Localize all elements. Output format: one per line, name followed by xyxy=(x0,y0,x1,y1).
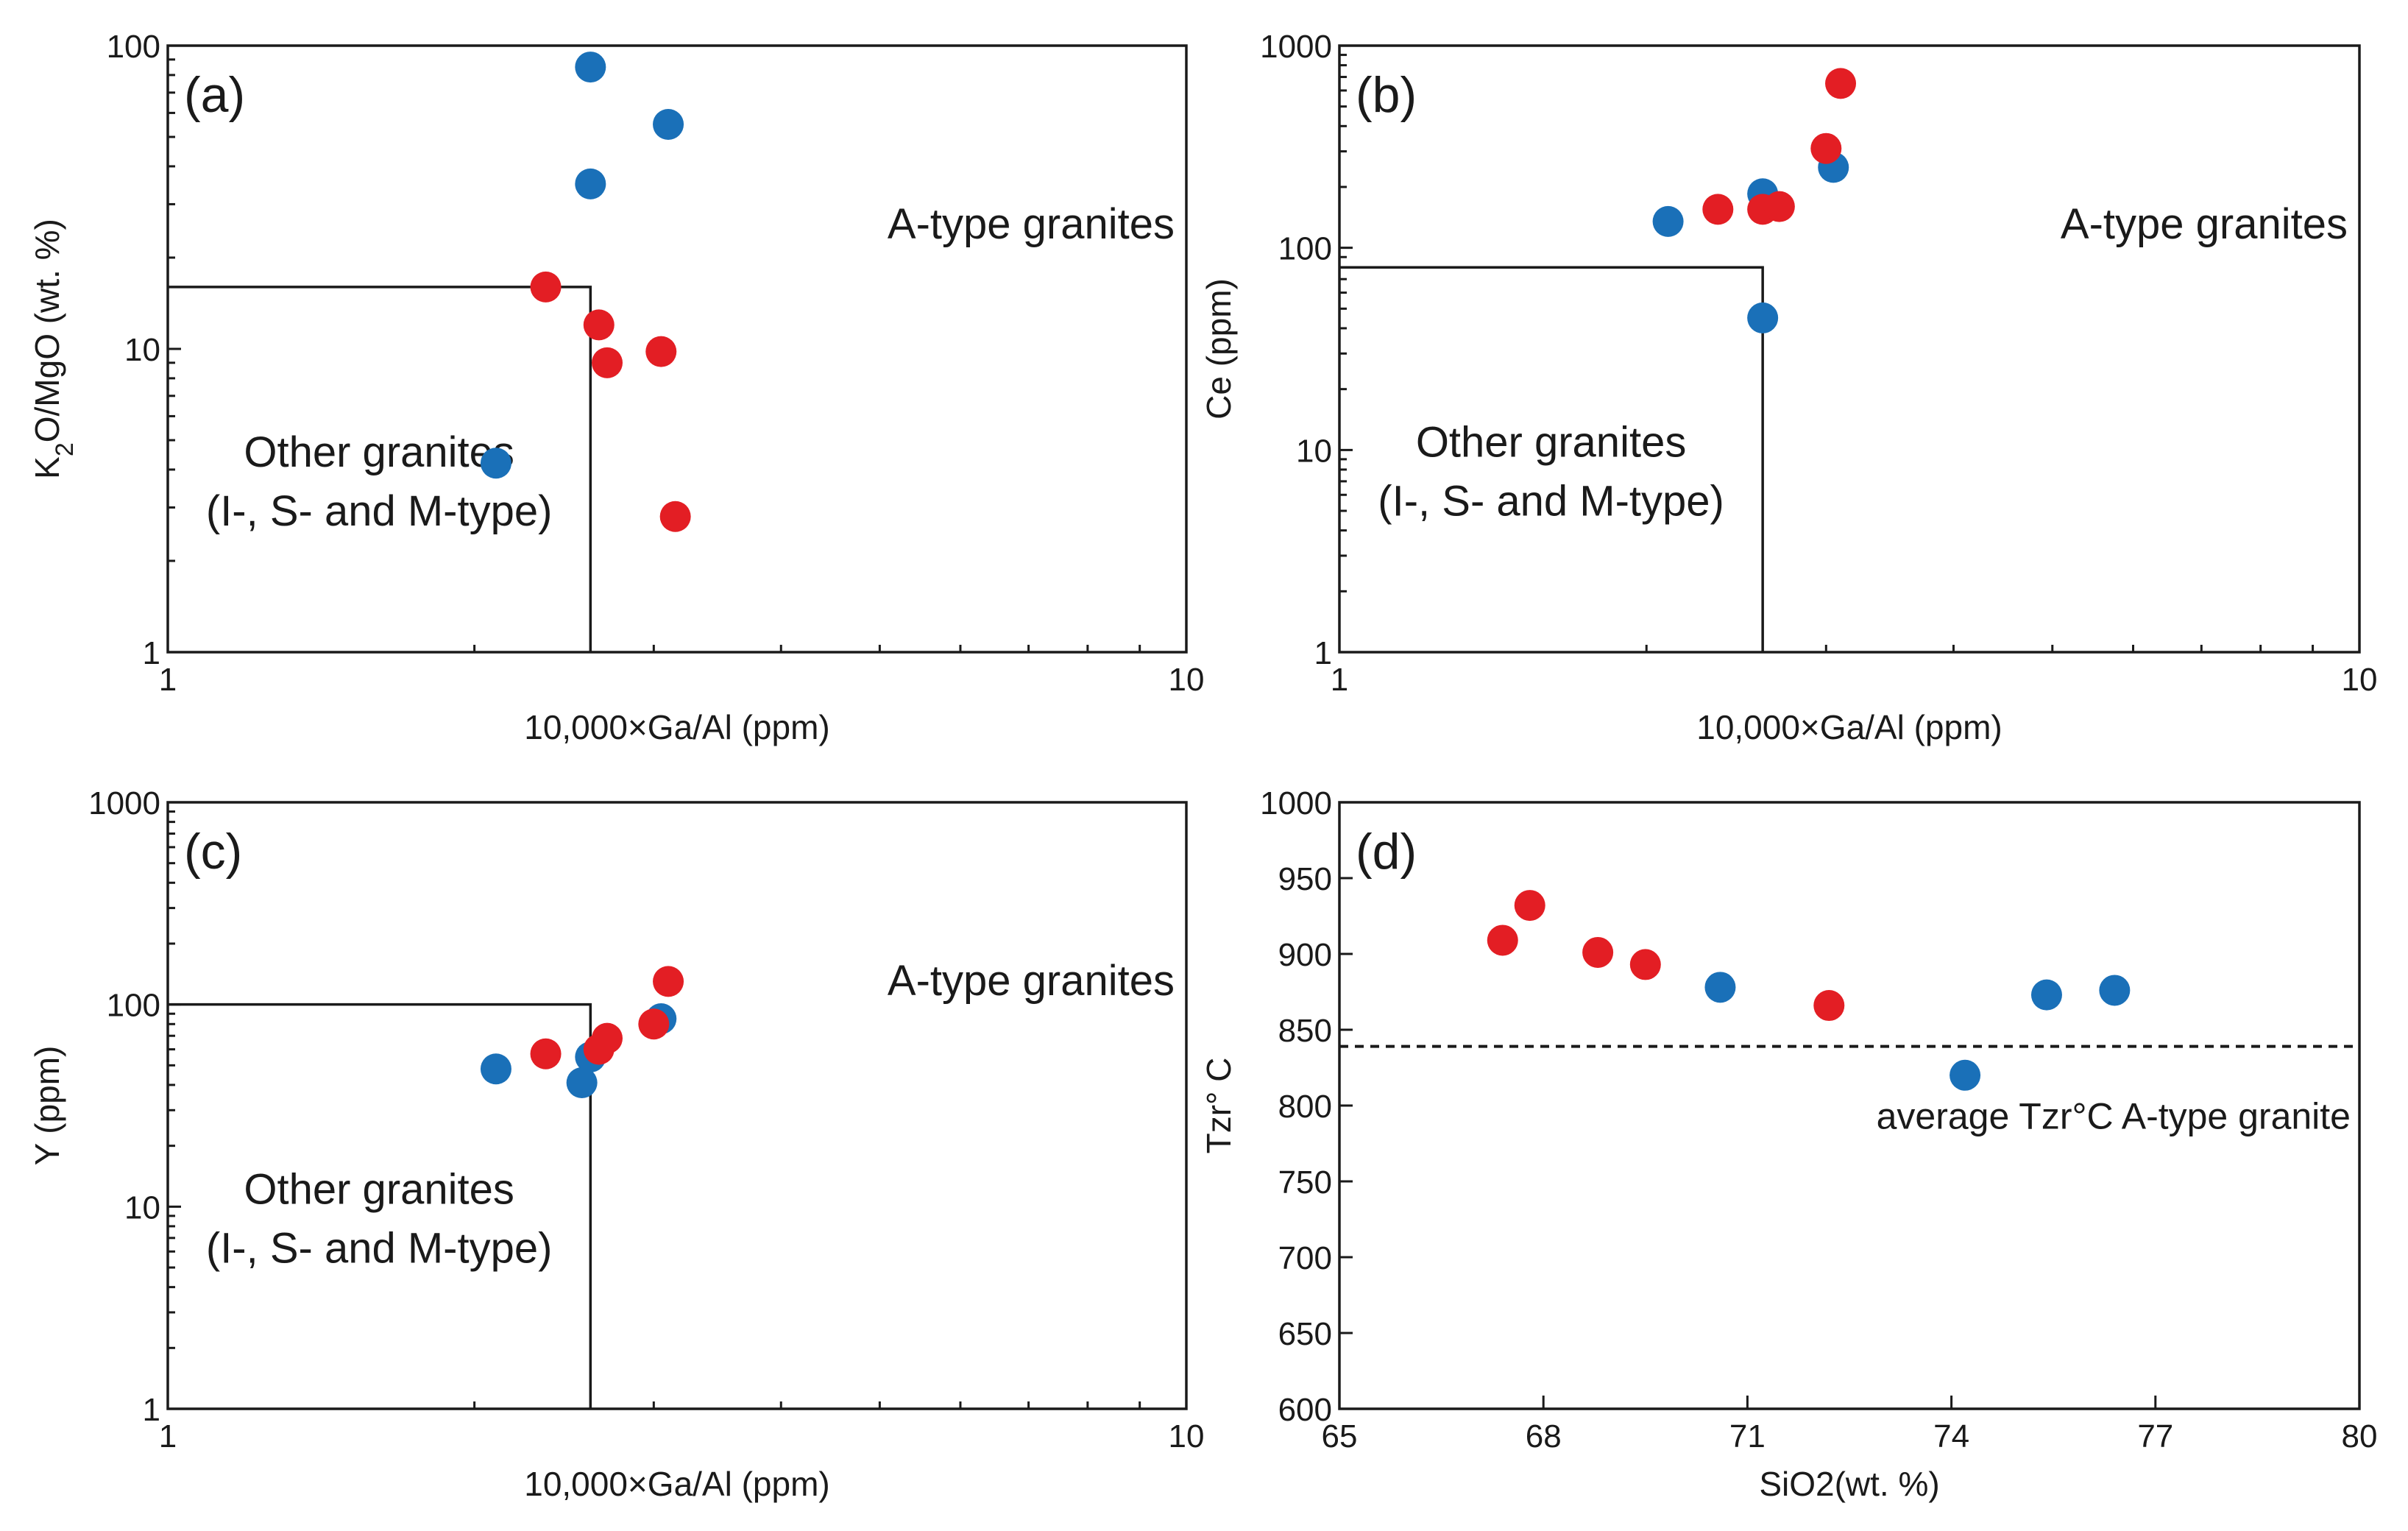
data-point-red xyxy=(1487,924,1518,956)
other-granites-field xyxy=(168,1003,592,1409)
y-tick-label: 1000 xyxy=(1260,785,1332,821)
data-point-blue xyxy=(1652,205,1684,237)
y-tick-label: 1000 xyxy=(1260,29,1332,65)
y-tick-label: 650 xyxy=(1278,1316,1332,1352)
y-tick-label: 100 xyxy=(107,988,160,1024)
data-point-red xyxy=(645,336,677,367)
y-tick-label: 1000 xyxy=(88,785,160,821)
y-axis-label: K2O/MgO (wt. %) xyxy=(28,219,79,479)
x-tick-label: 10 xyxy=(1169,1418,1205,1454)
x-tick-label: 71 xyxy=(1729,1418,1766,1454)
a-type-granites-label: A-type granites xyxy=(888,957,1175,1005)
y-tick-label: 1 xyxy=(1314,635,1332,671)
region-label-title: Other granites xyxy=(244,428,514,476)
data-point-red xyxy=(659,501,691,532)
x-axis-label: 10,000×Ga/Al (ppm) xyxy=(524,708,830,746)
data-point-red xyxy=(1763,191,1795,222)
region-label-title: Other granites xyxy=(244,1165,514,1213)
y-tick-label: 100 xyxy=(107,29,160,65)
y-tick-label: 600 xyxy=(1278,1392,1332,1428)
data-point-blue xyxy=(653,108,684,140)
plot-frame xyxy=(166,801,1188,1410)
x-tick-label: 1 xyxy=(159,1418,177,1454)
a-type-granites-label: A-type granites xyxy=(2061,200,2348,248)
y-axis-label: Tzr° C xyxy=(1200,1058,1238,1154)
x-tick-label: 10 xyxy=(1169,662,1205,698)
panel-d: 65 68 71 74 77 80 600 650 700 750 800 850 900 950 1000… xyxy=(1200,785,2377,1503)
x-tick-label: 10 xyxy=(2342,662,2378,698)
panel-label: (d) xyxy=(1356,824,1417,880)
region-label-types: (I-, S- and M-type) xyxy=(206,487,553,535)
y-axis-label: Ce (ppm) xyxy=(1200,278,1238,420)
x-tick-label: 1 xyxy=(1331,662,1348,698)
region-label-types: (I-, S- and M-type) xyxy=(1378,478,1724,526)
y-tick-label: 850 xyxy=(1278,1013,1332,1049)
x-tick-label: 77 xyxy=(2137,1418,2173,1454)
data-point-blue xyxy=(1950,1059,1981,1091)
panel-a: 1 10 1 10 100 10,000×Ga/Al (ppm) K2O/MgO (wt. … xyxy=(28,29,1204,746)
panel-label: (c) xyxy=(184,824,242,880)
region-label-title: Other granites xyxy=(1416,419,1687,467)
x-tick-label: 80 xyxy=(2342,1418,2378,1454)
data-point-red xyxy=(1514,890,1545,922)
other-granites-field xyxy=(168,286,592,652)
y-tick-label: 100 xyxy=(1278,231,1332,267)
y-tick-label: 10 xyxy=(124,1189,160,1226)
data-point-red xyxy=(638,1008,670,1040)
region-label-types: (I-, S- and M-type) xyxy=(206,1224,553,1272)
y-tick-label: 700 xyxy=(1278,1240,1332,1276)
data-point-blue xyxy=(2030,979,2062,1011)
data-point-blue xyxy=(2099,975,2131,1006)
a-type-granites-label: A-type granites xyxy=(888,200,1175,248)
data-point-red xyxy=(530,1038,562,1069)
data-point-blue xyxy=(480,448,511,479)
x-tick-label: 74 xyxy=(1933,1418,1969,1454)
other-granites-field xyxy=(1339,266,1764,652)
data-point-blue xyxy=(566,1067,598,1099)
y-tick-label: 800 xyxy=(1278,1089,1332,1125)
y-tick-label: 10 xyxy=(1296,433,1332,469)
data-point-red xyxy=(1810,132,1842,164)
panel-label: (b) xyxy=(1356,67,1417,123)
panel-c: 1 10 1 10 100 1000 10,000×Ga/Al (ppm) Y (ppm) (c… xyxy=(28,785,1204,1503)
data-point-red xyxy=(1582,936,1614,968)
panel-label: (a) xyxy=(184,67,245,123)
data-point-red xyxy=(592,347,623,378)
data-point-red xyxy=(1702,194,1734,225)
data-point-blue xyxy=(575,52,606,83)
y-tick-label: 1 xyxy=(143,635,160,671)
data-point-red xyxy=(653,966,684,997)
x-tick-label: 65 xyxy=(1322,1418,1358,1454)
data-point-red xyxy=(1629,949,1661,980)
y-tick-label: 950 xyxy=(1278,861,1332,897)
data-point-blue xyxy=(575,168,606,199)
data-point-red xyxy=(592,1022,623,1054)
data-point-blue xyxy=(1704,972,1736,1003)
y-axis-label: Y (ppm) xyxy=(28,1046,66,1166)
data-point-red xyxy=(530,271,562,303)
plot-frame xyxy=(1338,44,2361,654)
data-point-red xyxy=(1825,68,1857,99)
x-axis-label: SiO2(wt. %) xyxy=(1759,1465,1939,1503)
x-tick-label: 1 xyxy=(159,662,177,698)
y-tick-label: 900 xyxy=(1278,937,1332,973)
y-tick-label: 10 xyxy=(124,332,160,368)
panel-b: 1 10 1 10 100 1000 10,000×Ga/Al (ppm) Ce (ppm) (… xyxy=(1200,29,2377,746)
x-axis-label: 10,000×Ga/Al (ppm) xyxy=(1696,708,2002,746)
y-tick-label: 1 xyxy=(143,1392,160,1428)
data-point-blue xyxy=(1747,302,1779,333)
data-point-red xyxy=(1813,990,1845,1022)
x-axis-label: 10,000×Ga/Al (ppm) xyxy=(524,1465,830,1503)
data-point-red xyxy=(583,309,615,341)
x-tick-label: 68 xyxy=(1526,1418,1562,1454)
data-point-blue xyxy=(480,1053,511,1085)
y-tick-label: 750 xyxy=(1278,1164,1332,1201)
reference-line-label: average Tzr°C A-type granite xyxy=(1877,1096,2351,1137)
